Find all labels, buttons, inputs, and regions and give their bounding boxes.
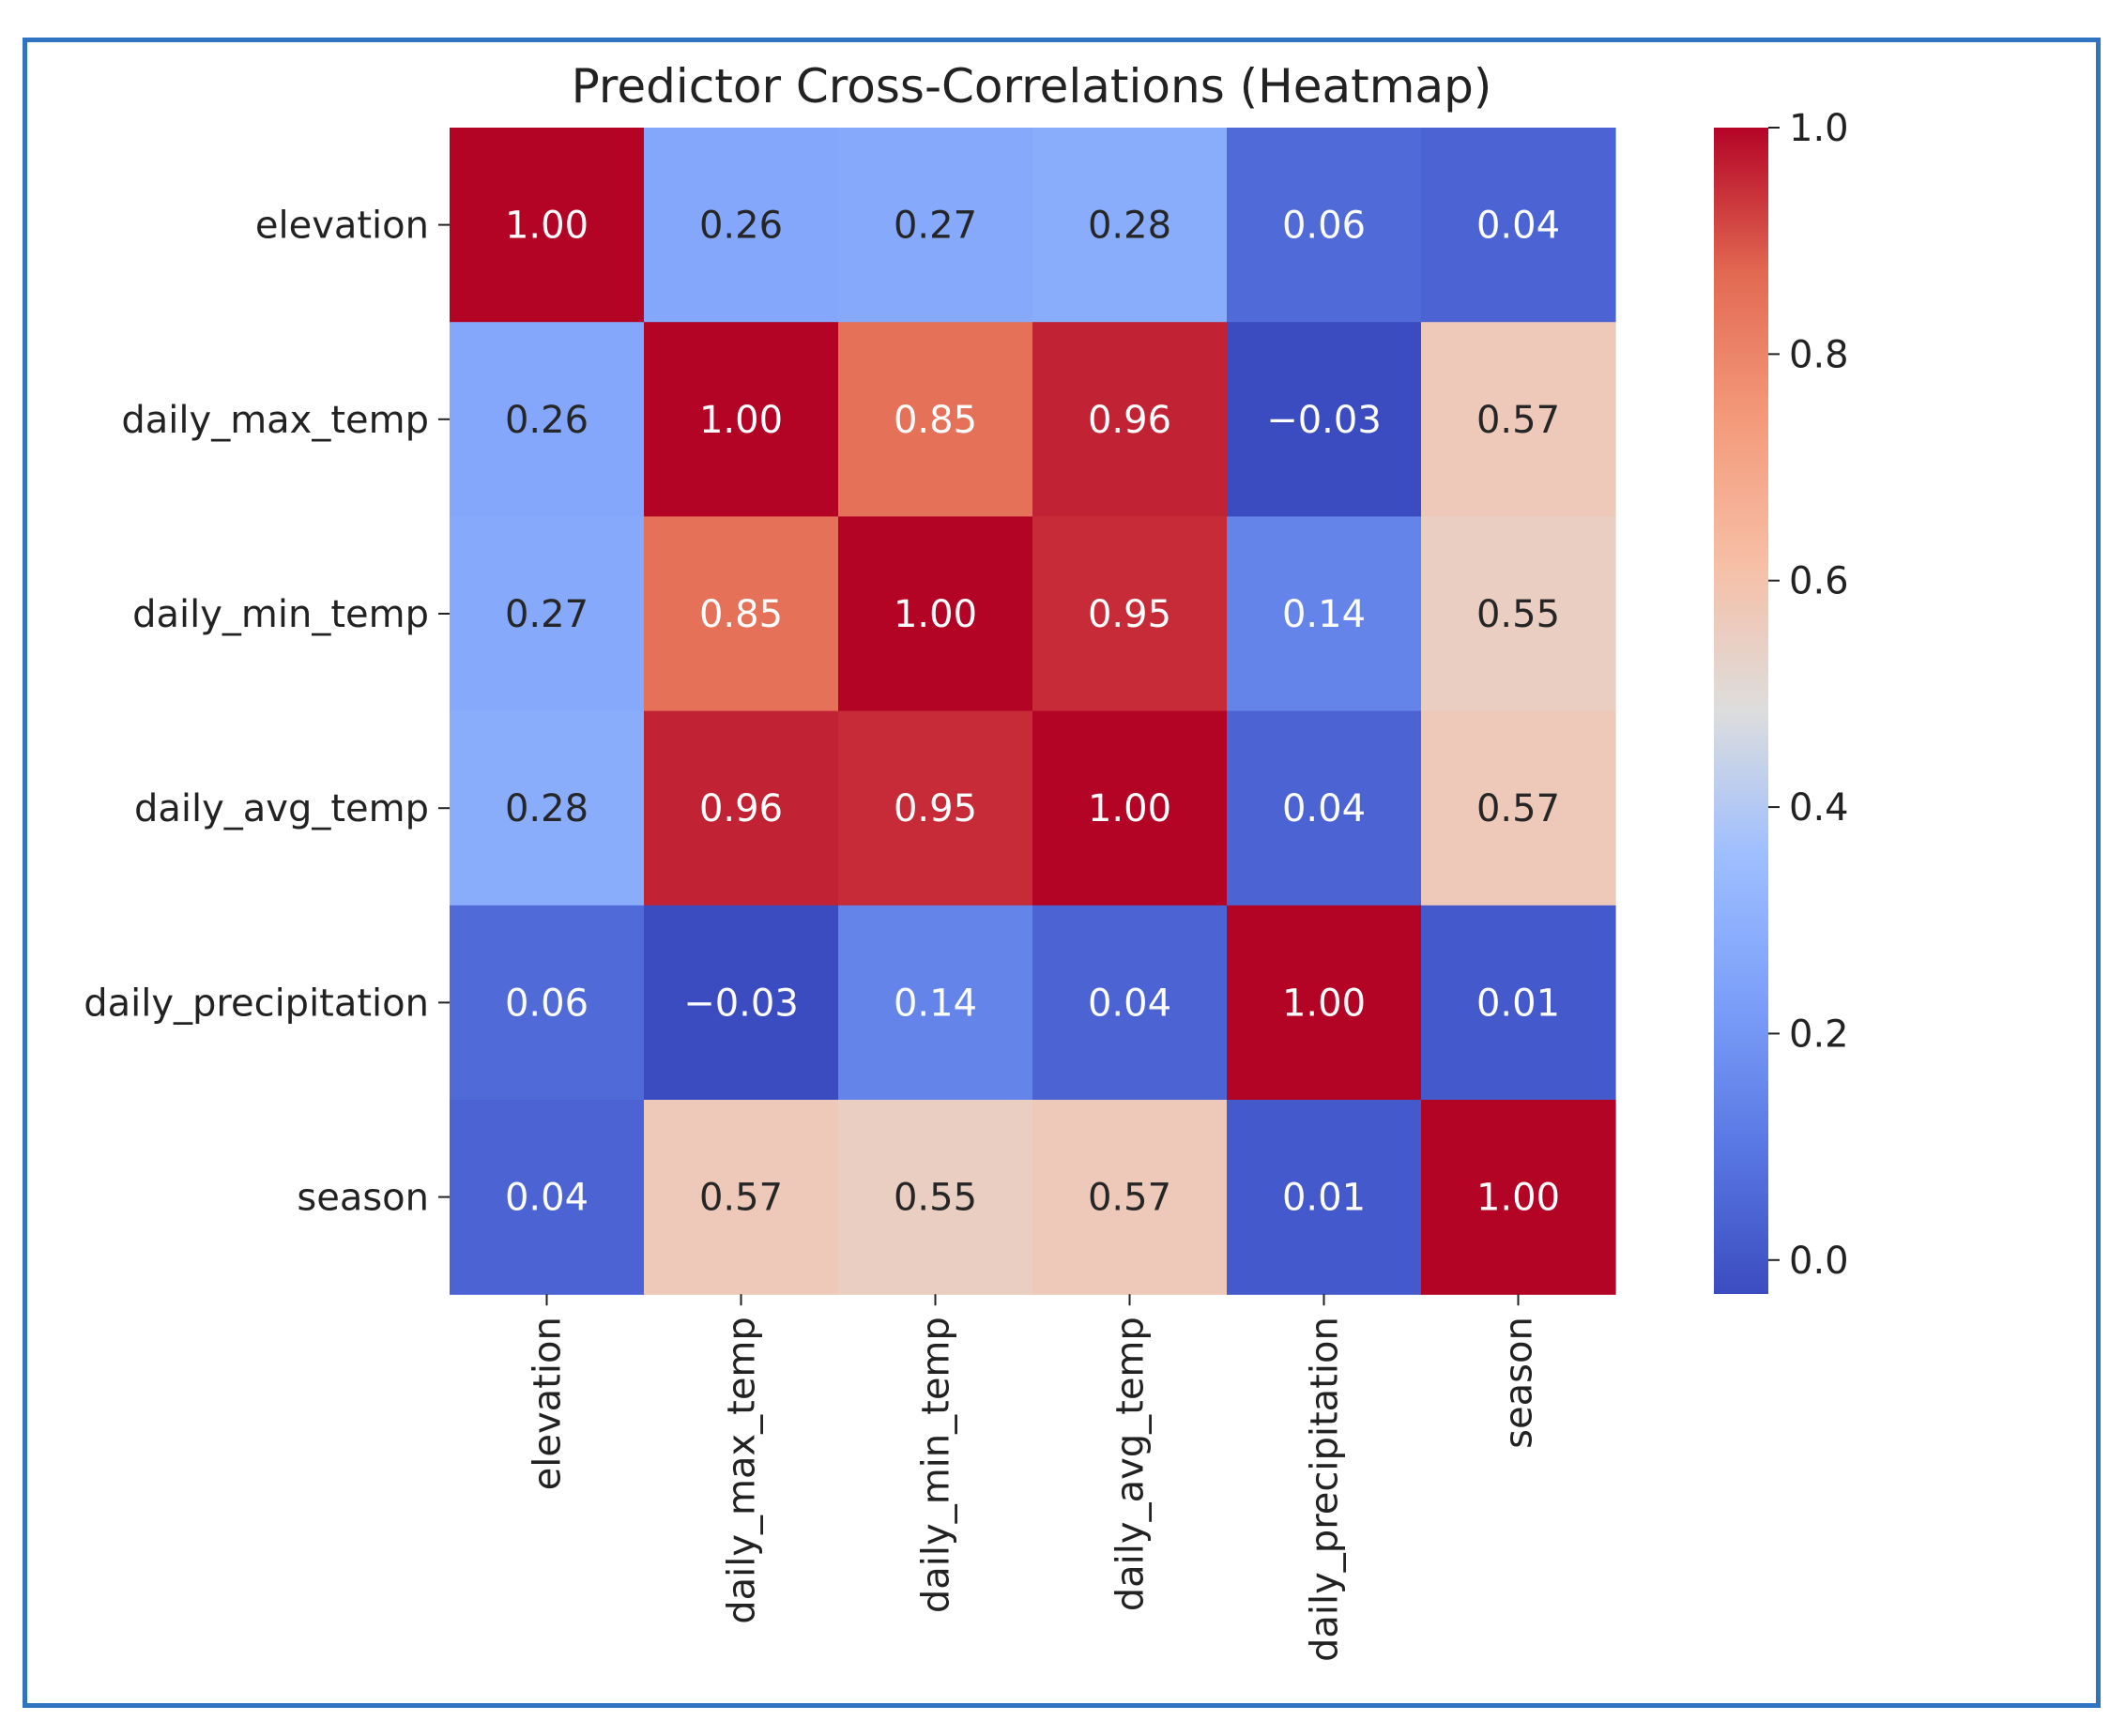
colorbar-tick-label: 0.4 — [1789, 786, 1849, 830]
cell-value-label: 0.85 — [894, 399, 977, 442]
row-tick-label: daily_precipitation — [84, 982, 429, 1025]
cell-value-label: 0.57 — [699, 1177, 783, 1220]
colorbar-tick-label: 1.0 — [1789, 107, 1849, 150]
cell-value-label: 0.95 — [894, 787, 977, 830]
heatmap-cell — [1421, 516, 1616, 712]
heatmap-cell — [1227, 322, 1422, 517]
cell-value-label: 1.00 — [1088, 787, 1171, 830]
cell-value-label: 0.14 — [894, 982, 977, 1025]
heatmap-cell — [1032, 128, 1228, 323]
heatmap-chart: Predictor Cross-Correlations (Heatmap) 1… — [84, 59, 1849, 1662]
cell-value-label: 1.00 — [894, 593, 977, 636]
heatmap-cell — [1032, 710, 1228, 906]
column-tick-label: elevation — [527, 1317, 570, 1490]
cell-value-label: 0.55 — [1476, 593, 1560, 636]
heatmap-cell — [1227, 905, 1422, 1101]
cell-value-label: 1.00 — [699, 399, 783, 442]
heatmap-cell — [1032, 322, 1228, 517]
cell-value-label: 0.57 — [1088, 1177, 1171, 1220]
cell-value-label: 1.00 — [1282, 982, 1366, 1025]
heatmap-cell — [1421, 1100, 1616, 1295]
cell-value-label: 0.27 — [894, 205, 977, 248]
row-tick-label: daily_avg_temp — [134, 787, 429, 830]
heatmap-cell — [450, 322, 645, 517]
heatmap-cell — [838, 905, 1033, 1101]
column-tick-label: daily_min_temp — [915, 1317, 958, 1613]
colorbar-tick-label: 0.2 — [1789, 1013, 1849, 1056]
colorbar: 0.0 0.2 0.4 0.6 0.8 1.0 — [1714, 107, 1849, 1294]
heatmap-cell — [1032, 1100, 1228, 1295]
cell-value-label: 0.04 — [505, 1177, 589, 1220]
chart-title: Predictor Cross-Correlations (Heatmap) — [572, 59, 1492, 114]
heatmap-cell — [1421, 905, 1616, 1101]
heatmap-cell — [838, 710, 1033, 906]
row-tick-label: daily_min_temp — [132, 593, 429, 636]
heatmap-cell — [450, 128, 645, 323]
cell-value-label: 0.26 — [505, 399, 589, 442]
heatmap-cell — [1032, 905, 1228, 1101]
cell-value-label: −0.03 — [1266, 399, 1382, 442]
heatmap-cell — [450, 710, 645, 906]
cell-value-label: 1.00 — [1476, 1177, 1560, 1220]
cell-value-label: 1.00 — [505, 205, 589, 248]
cell-value-label: 0.57 — [1476, 399, 1560, 442]
cell-value-label: 0.04 — [1476, 205, 1560, 248]
column-tick-label: season — [1498, 1317, 1541, 1449]
heatmap-cell — [1421, 322, 1616, 517]
heatmap-cell — [450, 905, 645, 1101]
heatmap-cell — [838, 516, 1033, 712]
colorbar-gradient — [1714, 128, 1768, 1294]
heatmap-cell — [1421, 128, 1616, 323]
column-labels: elevation daily_max_temp daily_min_temp dai… — [527, 1294, 1541, 1662]
colorbar-tick-label: 0.8 — [1789, 333, 1849, 376]
cell-value-label: 0.85 — [699, 593, 783, 636]
heatmap-cell — [450, 516, 645, 712]
cell-value-label: 0.28 — [1088, 205, 1171, 248]
cell-value-label: 0.06 — [505, 982, 589, 1025]
heatmap-cell — [644, 905, 839, 1101]
colorbar-ticks: 0.0 0.2 0.4 0.6 0.8 1.0 — [1768, 107, 1849, 1283]
cell-value-label: 0.55 — [894, 1177, 977, 1220]
heatmap-cell — [1227, 516, 1422, 712]
cell-value-label: 0.96 — [699, 787, 783, 830]
row-tick-label: elevation — [255, 205, 429, 248]
heatmap-cells: 1.00 0.26 0.27 0.28 0.06 0.04 0.26 1.00 0.85 0.96… — [450, 128, 1616, 1295]
column-tick-label: daily_precipitation — [1304, 1317, 1347, 1662]
heatmap-cell — [644, 1100, 839, 1295]
heatmap-cell — [838, 1100, 1033, 1295]
cell-value-label: 0.96 — [1088, 399, 1171, 442]
heatmap-cell — [1227, 128, 1422, 323]
cell-value-label: 0.06 — [1282, 205, 1366, 248]
colorbar-tick-label: 0.6 — [1789, 560, 1849, 603]
row-tick-label: season — [297, 1177, 429, 1220]
heatmap-cell — [1227, 710, 1422, 906]
cell-value-label: 0.04 — [1088, 982, 1171, 1025]
cell-value-label: 0.04 — [1282, 787, 1366, 830]
heatmap-cell — [1032, 516, 1228, 712]
column-tick-label: daily_max_temp — [721, 1317, 764, 1624]
heatmap-cell — [644, 516, 839, 712]
row-labels: elevation daily_max_temp daily_min_tempdai… — [84, 205, 450, 1220]
cell-value-label: 0.27 — [505, 593, 589, 636]
cell-value-label: 0.57 — [1476, 787, 1560, 830]
cell-value-label: −0.03 — [683, 982, 799, 1025]
row-tick-label: daily_max_temp — [121, 399, 429, 442]
cell-value-label: 0.01 — [1476, 982, 1560, 1025]
heatmap-cell — [450, 1100, 645, 1295]
colorbar-tick-label: 0.0 — [1789, 1240, 1849, 1283]
heatmap-cell — [1421, 710, 1616, 906]
cell-value-label: 0.01 — [1282, 1177, 1366, 1220]
heatmap-cell — [838, 322, 1033, 517]
cell-value-label: 0.28 — [505, 787, 589, 830]
heatmap-cell — [644, 322, 839, 517]
cell-value-label: 0.26 — [699, 205, 783, 248]
cell-value-label: 0.14 — [1282, 593, 1366, 636]
heatmap-cell — [644, 710, 839, 906]
column-tick-label: daily_avg_temp — [1109, 1317, 1153, 1611]
heatmap-cell — [1227, 1100, 1422, 1295]
chart-frame: Predictor Cross-Correlations (Heatmap) 1… — [23, 38, 2101, 1708]
heatmap-cell — [644, 128, 839, 323]
heatmap-cell — [838, 128, 1033, 323]
cell-value-label: 0.95 — [1088, 593, 1171, 636]
